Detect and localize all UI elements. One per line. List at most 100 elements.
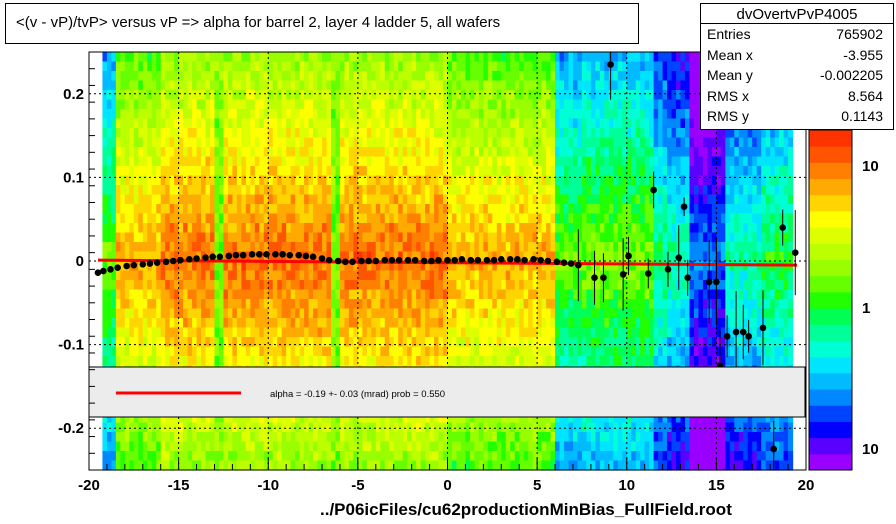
heatmap-cell [447,327,453,338]
heatmap-cell [102,451,108,462]
heatmap-cell [223,422,229,433]
heatmap-cell [559,185,565,196]
heatmap-cell [501,194,507,205]
heatmap-cell [272,413,278,424]
heatmap-cell [416,137,422,148]
heatmap-cell [608,185,614,196]
heatmap-cell [115,346,121,357]
heatmap-cell [375,52,381,63]
heatmap-cell [608,213,614,224]
heatmap-cell [165,413,171,424]
heatmap-cell [330,280,337,291]
heatmap-cell [151,251,157,262]
heatmap-cell [160,318,166,329]
heatmap-cell [335,346,341,357]
heatmap-cell [250,356,256,367]
heatmap-cell [595,337,601,348]
heatmap-cell [348,251,354,262]
heatmap-cell [604,299,610,310]
heatmap-cell [250,460,256,471]
heatmap-cell [286,422,292,433]
heatmap-cell [357,99,363,110]
heatmap-cell [393,289,399,300]
heatmap-cell [604,99,610,110]
heatmap-cell [550,204,556,215]
heatmap-cell [236,308,242,319]
heatmap-cell [129,99,135,110]
heatmap-cell [568,128,574,139]
heatmap-cell [308,308,314,319]
heatmap-cell [308,156,314,167]
heatmap-cell [290,242,296,253]
heatmap-cell [564,289,570,300]
heatmap-cell [281,175,287,186]
heatmap-cell [353,80,359,91]
heatmap-cell [429,432,435,443]
heatmap-cell [590,185,596,196]
heatmap-cell [541,451,547,462]
heatmap-cell [443,451,449,462]
heatmap-cell [169,327,175,338]
heatmap-cell [129,280,135,291]
heatmap-cell [106,441,112,452]
heatmap-cell [241,441,247,452]
heatmap-cell [496,346,502,357]
heatmap-cell [205,327,211,338]
heatmap-cell [218,422,225,433]
heatmap-cell [330,232,337,243]
heatmap-cell [169,356,175,367]
heatmap-cell [528,147,534,158]
heatmap-cell [510,441,516,452]
heatmap-cell [218,432,225,443]
heatmap-cell [425,213,431,224]
heatmap-cell [411,261,417,272]
heatmap-cell [205,413,211,424]
heatmap-cell [295,261,301,272]
heatmap-cell [546,61,552,72]
heatmap-cell [241,52,247,63]
heatmap-cell [357,299,363,310]
heatmap-cell [451,80,458,91]
heatmap-cell [438,308,444,319]
heatmap-cell [568,251,574,262]
heatmap-cell [487,147,493,158]
heatmap-cell [398,90,404,101]
heatmap-cell [205,460,211,471]
heatmap-cell [151,432,157,443]
heatmap-cell [451,137,458,148]
heatmap-cell [245,90,251,101]
heatmap-cell [460,156,467,167]
heatmap-cell [501,52,507,63]
heatmap-cell [595,318,601,329]
heatmap-cell [460,460,467,471]
heatmap-cell [469,318,475,329]
heatmap-cell [290,289,296,300]
heatmap-cell [272,90,278,101]
heatmap-cell [604,137,610,148]
heatmap-cell [353,90,359,101]
heatmap-cell [178,223,184,234]
heatmap-cell [451,451,458,462]
heatmap-cell [147,175,153,186]
heatmap-cell [160,71,166,82]
heatmap-cell [201,52,207,63]
heatmap-cell [209,156,216,167]
heatmap-cell [205,270,211,281]
heatmap-cell [348,318,354,329]
heatmap-cell [581,147,588,158]
heatmap-cell [151,185,157,196]
heatmap-cell [330,261,337,272]
heatmap-cell [590,460,596,471]
heatmap-cell [344,147,350,158]
heatmap-cell [111,251,117,262]
heatmap-cell [254,99,260,110]
heatmap-cell [308,413,314,424]
heatmap-cell [254,270,260,281]
heatmap-cell [187,346,193,357]
heatmap-cell [411,213,417,224]
heatmap-cell [407,318,413,329]
heatmap-cell [268,270,274,281]
heatmap-cell [201,109,207,120]
heatmap-cell [393,166,399,177]
heatmap-cell [528,99,534,110]
